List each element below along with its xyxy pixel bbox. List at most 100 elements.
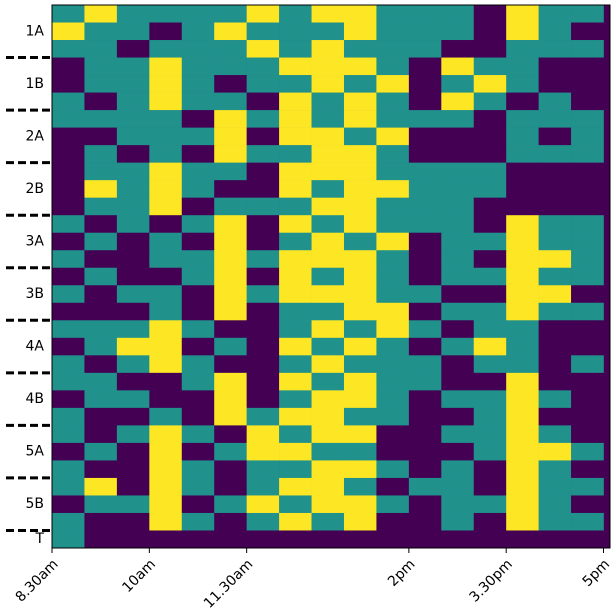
heatmap-cell [571,232,604,251]
heatmap-cell [149,267,183,286]
heatmap-cell [571,460,604,479]
heatmap-cell [441,127,475,146]
heatmap-cell [149,5,183,23]
heatmap-cell [473,127,507,146]
group-label: 4A [26,339,45,355]
heatmap-cell [506,390,539,409]
heatmap-cell [181,390,215,409]
heatmap-cell [246,442,280,461]
heatmap-cell [343,460,377,479]
heatmap-cell [311,92,345,111]
heatmap-cell [246,460,280,479]
heatmap-cell [181,40,215,58]
heatmap-cell [506,215,539,234]
heatmap-cell [84,40,118,58]
heatmap-cell [473,110,507,128]
heatmap-cell [343,232,377,251]
heatmap-cell [116,5,150,23]
heatmap-cell [311,477,345,496]
heatmap-cell [311,355,345,374]
heatmap-cell [473,232,507,251]
heatmap-cell [279,215,312,234]
heatmap-cell [116,57,150,76]
heatmap-cell [408,495,442,514]
heatmap-cell [149,162,183,181]
heatmap-cell [214,127,247,146]
heatmap-cell [538,355,572,374]
heatmap-cell [214,372,247,391]
heatmap-cell [116,477,150,496]
heatmap-cell [473,145,507,163]
heatmap-cell [246,75,280,93]
heatmap-cell [116,320,150,339]
heatmap-cell [408,372,442,391]
heatmap-cell [246,372,280,391]
heatmap-cell [376,197,410,216]
heatmap-cell [506,425,539,444]
heatmap-cell [246,40,280,58]
heatmap-cell [506,355,539,374]
heatmap-cell [473,180,507,198]
heatmap-cell [279,232,312,251]
heatmap-cell [52,337,85,356]
heatmap-cell [279,57,312,76]
heatmap-cell [246,477,280,496]
heatmap-cell [84,267,118,286]
heatmap-cell [441,180,475,198]
heatmap-cell [408,425,442,444]
heatmap-cell [473,337,507,356]
heatmap-cell [149,407,183,426]
heatmap-cell [311,232,345,251]
heatmap-cell [214,477,247,496]
group-label: 3A [26,233,45,249]
heatmap-cell [343,215,377,234]
heatmap-cell [408,197,442,216]
heatmap-cell [538,92,572,111]
heatmap-cell [116,22,150,41]
heatmap-cell [538,320,572,339]
heatmap-cell [279,390,312,409]
heatmap-cell [506,127,539,146]
heatmap-cell [473,57,507,76]
heatmap-cell [376,442,410,461]
heatmap-cell [52,145,85,163]
heatmap-cell [506,22,539,41]
heatmap-cell [149,127,183,146]
heatmap-cell [311,285,345,304]
heatmap-cell [116,337,150,356]
heatmap-cell [149,530,183,549]
heatmap-cell [214,285,247,304]
heatmap-cell [506,460,539,479]
heatmap-cell [538,250,572,269]
heatmap-cell [52,40,85,58]
heatmap-cell [441,407,475,426]
heatmap-cell [149,75,183,93]
heatmap-cell [279,285,312,304]
heatmap-cell [116,75,150,93]
heatmap-cell [441,372,475,391]
heatmap-cell [279,355,312,374]
heatmap-cell [149,442,183,461]
heatmap-cell [116,512,150,531]
heatmap-cell [279,127,312,146]
heatmap-cell [473,460,507,479]
heatmap-cell [441,250,475,269]
heatmap-cell [343,197,377,216]
heatmap-cell [52,197,85,216]
heatmap-cell [214,267,247,286]
heatmap-cell [214,75,247,93]
x-tick-label: 10am [119,556,159,596]
heatmap-cell [279,180,312,198]
heatmap-cell [571,355,604,374]
heatmap-cell [149,425,183,444]
heatmap-cell [343,5,377,23]
x-tick-label: 11.30am [201,556,256,611]
heatmap-cell [116,530,150,549]
heatmap-cell [52,57,85,76]
heatmap-cell [246,285,280,304]
heatmap-cell [376,250,410,269]
heatmap-cell [52,22,85,41]
heatmap-cell [279,75,312,93]
heatmap-cell [538,495,572,514]
heatmap-cell [343,372,377,391]
